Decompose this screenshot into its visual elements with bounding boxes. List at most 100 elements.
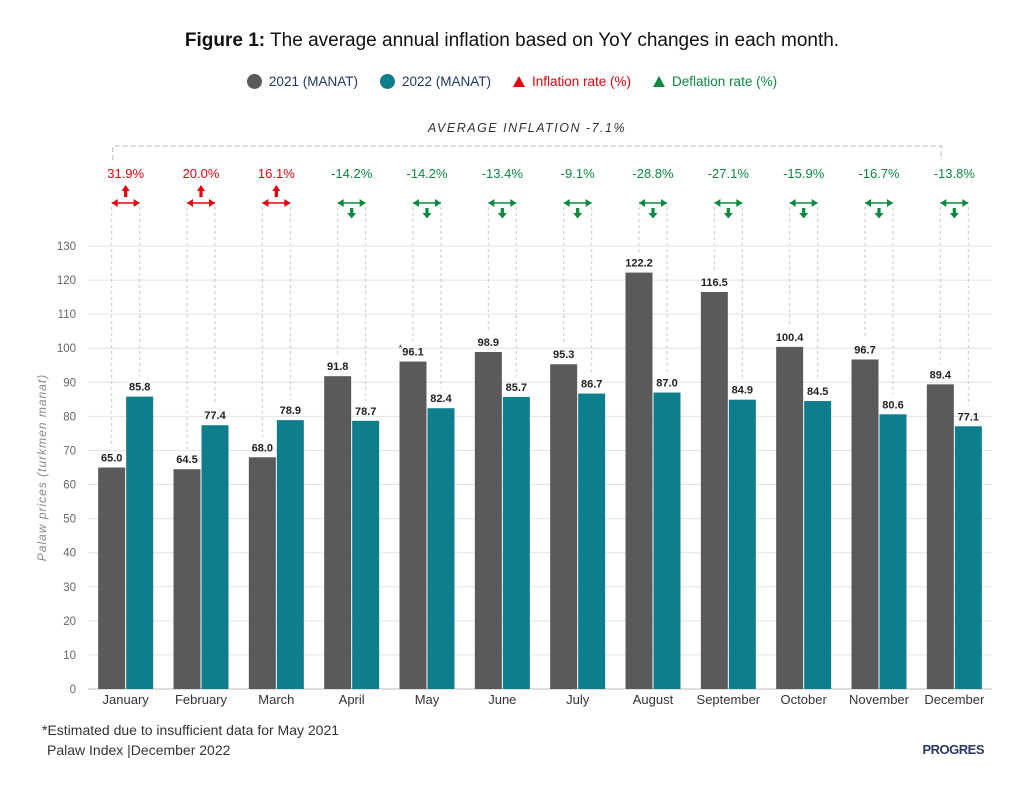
y-tick-label: 10 [63,650,76,662]
data-label-2022: 85.8 [129,382,150,394]
bar-2022 [879,414,907,689]
data-label-2021: 122.2 [625,258,653,270]
data-label-2021: 98.9 [478,337,499,349]
y-tick-label: 120 [57,275,76,287]
deflation-arrow-icon [940,199,969,219]
data-label-2021: 95.3 [553,349,574,361]
data-label-2022: 82.4 [430,393,452,405]
legend-item-2022: 2022 (MANAT) [379,74,491,89]
deflation-arrow-icon [337,199,366,219]
footnote-marker: * [42,722,48,738]
footnote: *Estimated due to insufficient data for … [42,722,339,738]
bar-2022 [502,396,530,689]
y-tick-label: 60 [63,480,76,492]
data-label-2022: 77.4 [204,410,226,422]
data-label-2021: 68.0 [252,442,273,454]
bar-2022 [578,393,606,689]
data-label-2021: 65.0 [101,453,122,465]
bar-2022 [427,408,455,689]
y-tick-label: 50 [63,514,76,526]
x-tick-label: August [633,692,674,707]
x-tick-label: June [488,692,516,707]
x-tick-label: July [566,692,590,707]
deflation-arrow-icon [563,199,592,219]
data-label-2021: 100.4 [776,332,804,344]
legend-label-deflation: Deflation rate (%) [672,74,778,89]
y-tick-label: 100 [57,343,76,355]
y-tick-label: 90 [63,377,76,389]
data-label-2021: 96.7 [854,344,875,356]
bar-2021 [248,457,276,689]
deflation-rate-label: -14.2% [331,166,373,181]
chart-title-text: The average annual inflation based on Yo… [265,30,840,51]
y-tick-label: 40 [63,548,76,560]
x-tick-label: February [175,692,228,707]
inflation-arrow-icon [111,185,140,207]
data-label-2022: 85.7 [506,382,527,394]
brand-logo: PROGRES [922,742,984,757]
deflation-rate-label: -14.2% [406,166,448,181]
deflation-rate-label: -13.4% [482,166,524,181]
deflation-rate-label: -28.8% [632,166,674,181]
bar-2022 [126,396,154,689]
bar-2022 [653,392,681,689]
inflation-rate-label: 31.9% [107,166,144,181]
bar-2021 [926,384,954,689]
legend: 2021 (MANAT) 2022 (MANAT) Inflation rate… [0,74,1024,89]
deflation-rate-label: -9.1% [561,166,595,181]
footnote-text: Estimated due to insufficient data for M… [47,722,340,738]
bar-2021 [98,467,126,689]
x-tick-label: November [849,692,910,707]
bar-2022 [804,401,832,689]
estimated-marker: * [399,344,403,355]
bar-2022 [352,420,380,689]
legend-item-2021: 2021 (MANAT) [246,74,358,89]
legend-item-inflation: Inflation rate (%) [512,74,632,89]
deflation-rate-label: -13.8% [934,166,976,181]
data-label-2022: 78.7 [355,406,376,418]
source-text: Palaw Index |December 2022 [47,742,231,758]
bar-2021 [625,272,653,689]
legend-dot-2021 [246,74,262,89]
legend-label-2021: 2021 (MANAT) [268,74,358,89]
deflation-rate-label: -16.7% [858,166,900,181]
chart-title: Figure 1: The average annual inflation b… [0,30,1024,52]
legend-item-deflation: Deflation rate (%) [653,74,777,89]
bar-2022 [954,426,982,689]
data-label-2022: 86.7 [581,379,602,391]
bar-2021 [776,346,804,689]
data-label-2021: 89.4 [930,369,952,381]
data-label-2022: 84.9 [732,385,753,397]
bar-2022 [728,399,756,689]
x-tick-label: May [415,692,440,707]
deflation-triangle-icon [653,76,666,87]
deflation-rate-label: -15.9% [783,166,825,181]
inflation-triangle-icon [512,76,525,87]
y-tick-label: 20 [63,616,76,628]
bar-2022 [201,425,229,689]
y-tick-label: 0 [70,684,76,696]
data-label-2022: 87.0 [656,378,677,390]
deflation-arrow-icon [714,199,743,219]
bar-2021 [324,376,352,689]
deflation-rate-label: -27.1% [708,166,750,181]
bar-2021 [550,364,578,689]
y-axis-label: Palaw prices (turkmen manat) [35,374,49,561]
bar-2021 [173,469,201,689]
deflation-arrow-icon [413,199,441,219]
x-tick-label: December [924,692,985,707]
bar-2021 [399,361,427,689]
inflation-rate-label: 20.0% [183,166,220,181]
data-label-2021: 116.5 [701,277,728,289]
average-bracket [112,145,942,160]
deflation-arrow-icon [488,199,517,219]
bar-2021 [474,351,502,689]
deflation-arrow-icon [789,199,818,219]
y-tick-label: 30 [63,582,76,594]
legend-label-inflation: Inflation rate (%) [531,74,632,89]
inflation-arrow-icon [187,185,215,207]
average-inflation-label: AVERAGE INFLATION -7.1% [427,121,626,135]
deflation-arrow-icon [639,199,667,219]
data-label-2021: 96.1 [402,347,423,359]
y-tick-label: 80 [63,411,76,423]
